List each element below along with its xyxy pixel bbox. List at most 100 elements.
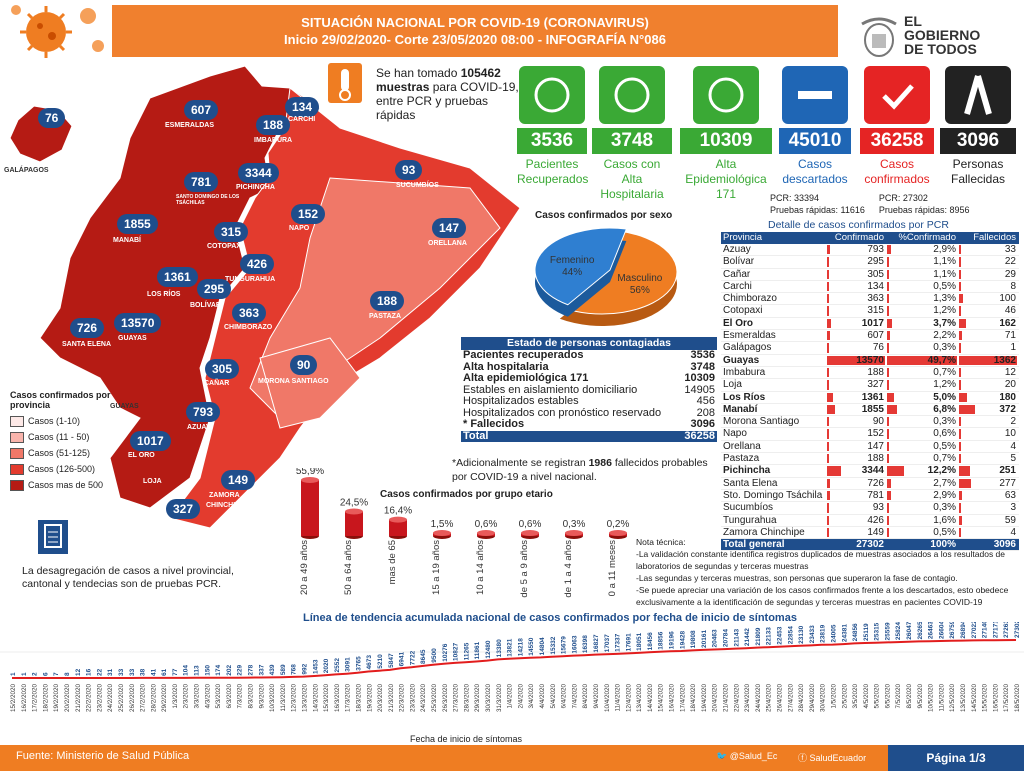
legend-label: Casos (126-500) — [28, 464, 96, 474]
stat-card: 36258 Casos confirmados — [860, 66, 934, 187]
trend-value-label: 18456 — [647, 632, 654, 650]
deaths-cell: 12 — [959, 367, 1019, 378]
province-name: Sto. Domingo Tsáchila — [723, 489, 823, 501]
trend-value-label: 11265 — [463, 642, 470, 660]
percent-cell: 12,2% — [887, 465, 959, 476]
confirmed-bar — [827, 478, 831, 488]
province-label: SANTA ELENA — [62, 341, 111, 348]
trend-value-label: 202 — [226, 664, 233, 675]
trend-date-label: 12/5/2020 — [949, 684, 956, 713]
percent-cell: 0,5% — [887, 281, 959, 292]
trend-value-label: 22453 — [776, 626, 783, 644]
province-name: Sucumbíos — [723, 502, 774, 514]
confirmed-value: 781 — [867, 489, 884, 501]
percent-value: 2,7% — [933, 477, 956, 489]
estado-label: Hospitalizados con pronóstico reservado — [463, 406, 662, 419]
deaths-cell: 1362 — [959, 355, 1019, 366]
trend-value-label: 8 — [64, 672, 71, 676]
province-bubble: 607 — [184, 100, 219, 120]
pcr-total-cell: 27302 — [856, 539, 884, 551]
deaths-bar — [959, 269, 961, 279]
stat-card: 3536 Pacientes Recuperados — [517, 66, 588, 187]
trend-value-label: 16063 — [571, 635, 578, 653]
trend-value-label: 25559 — [884, 622, 891, 640]
pcr-province-table: Provincia Confirmado %Confirmado Fallecidos… — [721, 232, 1019, 552]
province-label: EL ORO — [128, 452, 155, 459]
deaths-bar — [959, 355, 1017, 365]
government-logo: EL GOBIERNO DE TODOS — [858, 14, 1018, 60]
trend-date-label: 30/3/2020 — [485, 684, 492, 713]
confirmed-value: 1017 — [861, 317, 884, 329]
confirmed-cell: 327 — [827, 379, 887, 390]
pcr-table-row: Orellana 147 0,5% 4 — [721, 441, 1019, 454]
province-name: Tungurahua — [723, 514, 777, 526]
percent-cell: 0,7% — [887, 453, 959, 464]
confirmed-cell: 726 — [827, 478, 887, 489]
confirmed-bar — [827, 441, 829, 452]
pcr-table-row: Pichincha 3344 12,2% 251 — [721, 465, 1019, 478]
trend-date-label: 8/4/2020 — [582, 684, 589, 709]
confirmed-value: 188 — [867, 453, 884, 465]
trend-value-label: 38 — [140, 668, 147, 676]
confirmed-value: 76 — [872, 342, 884, 354]
descartados-pcr: PCR: 33394 — [770, 193, 820, 203]
trend-date-label: 7/3/2020 — [237, 684, 244, 709]
facebook-link[interactable]: ⓕ SaludEcuador — [798, 751, 866, 764]
deaths-cell: 3 — [959, 502, 1019, 513]
estado-label: Estables en aislamiento domiciliario — [463, 383, 638, 396]
estado-row: Hospitalizados estables 456 — [461, 395, 717, 408]
trend-value-label: 20161 — [701, 629, 708, 647]
percent-cell: 1,2% — [887, 305, 959, 316]
trend-date-label: 12/4/2020 — [625, 684, 632, 713]
deaths-bar — [959, 306, 961, 316]
trend-value-label: 19428 — [679, 630, 686, 648]
confirmed-cell: 188 — [827, 453, 887, 464]
trend-date-label: 28/3/2020 — [463, 684, 470, 713]
facebook-handle: SaludEcuador — [809, 753, 867, 763]
trend-date-label: 25/4/2020 — [766, 684, 773, 713]
trend-value-label: 61 — [161, 668, 168, 676]
estado-table: Estado de personas contagiadas Pacientes … — [461, 337, 717, 442]
deaths-bar — [959, 503, 961, 513]
trend-value-label: 14804 — [539, 637, 546, 655]
age-bar-top — [477, 530, 495, 536]
percent-bar — [887, 331, 891, 341]
age-bar-chart: 55,9% de 20 a 49 años 24,5% de 50 a 64 años… — [280, 466, 640, 610]
deaths-cell: 4 — [959, 527, 1019, 538]
legend-swatch — [10, 447, 24, 459]
province-bubble: 781 — [184, 172, 219, 192]
gov-logo-line-3: DE TODOS — [904, 41, 977, 57]
confirmed-cell: 3344 — [827, 465, 887, 476]
province-label: MANABÍ — [113, 237, 141, 244]
deaths-cell: 59 — [959, 515, 1019, 526]
twitter-link[interactable]: 🐦 @Salud_Ec — [716, 751, 777, 762]
province-bubble: 13570 — [114, 313, 162, 333]
note-line: -Las segundas y terceras muestras, son p… — [636, 573, 958, 583]
age-bar — [389, 519, 407, 536]
desagregacion-note: La desagregación de casos a nivel provin… — [22, 565, 234, 590]
legend-item: Casos (11 - 50) — [10, 430, 130, 444]
confirmed-cell: 793 — [827, 244, 887, 255]
stat-card: 3096 Personas Fallecidas — [940, 66, 1016, 187]
trend-date-label: 11/3/2020 — [280, 684, 287, 712]
province-bubble: 295 — [197, 279, 232, 299]
trend-date-label: 27/3/2020 — [453, 684, 460, 713]
gov-logo-line-1: EL — [904, 13, 922, 29]
trend-date-label: 2/5/2020 — [841, 684, 848, 709]
province-name: Pastaza — [723, 453, 760, 465]
pcr-table-row: Loja 327 1,2% 20 — [721, 379, 1019, 392]
trend-date-label: 26/3/2020 — [442, 684, 449, 713]
trend-value-label: 12 — [75, 668, 82, 676]
pcr-header-cell: %Confirmado — [898, 232, 956, 243]
trend-value-label: 9500 — [431, 648, 438, 663]
trend-date-label: 14/5/2020 — [971, 684, 978, 713]
pcr-total-cell: Total general — [723, 539, 785, 551]
trend-value-label: 33 — [129, 668, 136, 676]
age-bar-percent: 55,9% — [296, 468, 324, 477]
trend-date-label: 15/5/2020 — [982, 684, 989, 713]
trend-value-label: 22854 — [787, 626, 794, 644]
province-name: Loja — [723, 379, 742, 391]
age-bar-label: de 5 a 9 años — [519, 540, 530, 598]
trend-value-label: 1 — [21, 672, 28, 676]
deaths-bar — [959, 429, 961, 439]
